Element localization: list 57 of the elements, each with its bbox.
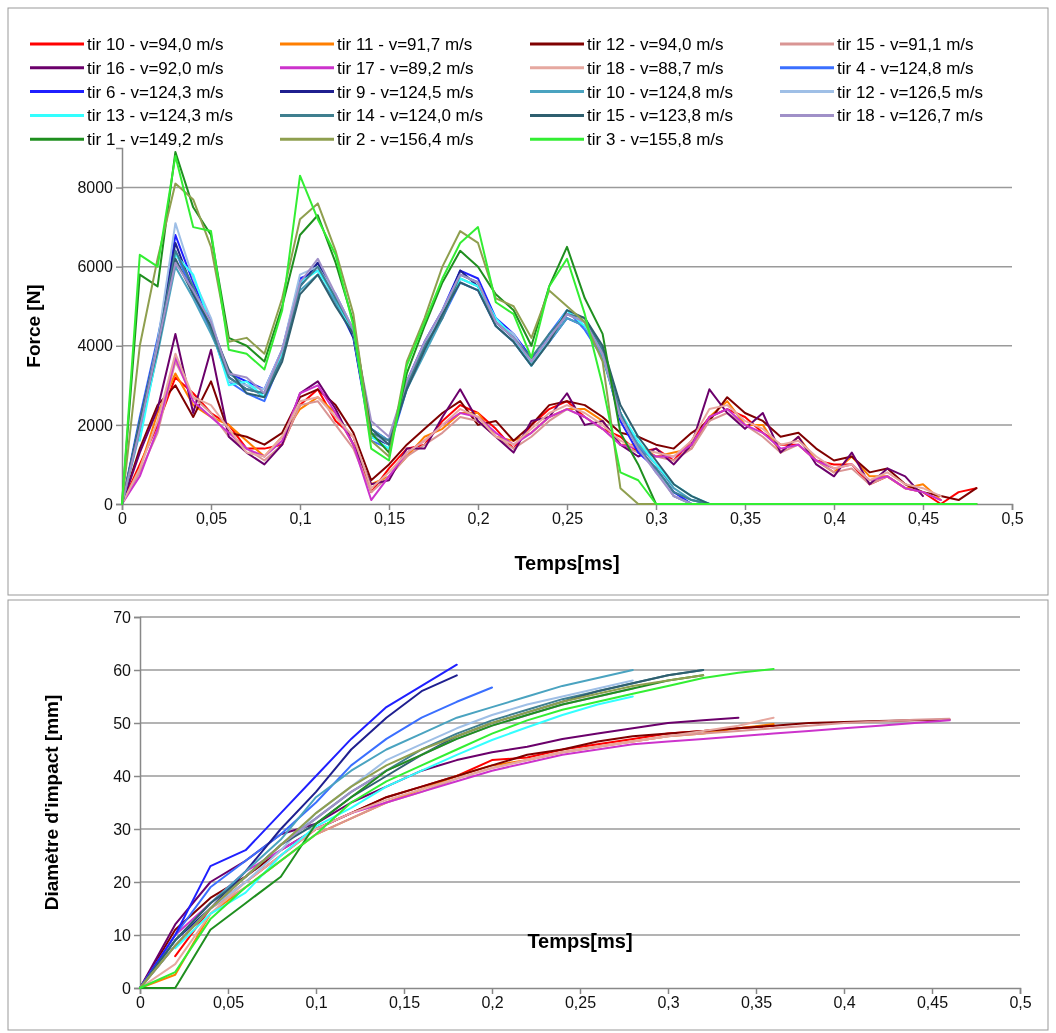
x-tick-label: 0,45 [907, 510, 940, 528]
x-tick-label: 0,35 [729, 510, 762, 528]
y-tick-label: 2000 [77, 416, 114, 434]
x-tick-label: 0,1 [305, 994, 328, 1012]
x-tick-label: 0,5 [1009, 994, 1032, 1012]
y-tick-label: 70 [113, 608, 132, 626]
y-tick-label: 0 [122, 979, 132, 997]
x-tick-label: 0,3 [657, 994, 680, 1012]
x-tick-label: 0,05 [195, 510, 228, 528]
legend-label: tir 9 - v=124,5 m/s [337, 82, 474, 102]
legend-label: tir 4 - v=124,8 m/s [837, 58, 974, 78]
x-tick-label: 0,3 [645, 510, 668, 528]
x-tick-label: 0,25 [564, 994, 597, 1012]
x-tick-label: 0,4 [823, 510, 846, 528]
legend-label: tir 10 - v=94,0 m/s [87, 35, 224, 54]
legend-label: tir 16 - v=92,0 m/s [87, 58, 224, 78]
y-tick-label: 0 [104, 495, 114, 513]
y-tick-label: 10 [113, 926, 132, 944]
legend-label: tir 6 - v=124,3 m/s [87, 82, 224, 102]
legend-label: tir 1 - v=149,2 m/s [87, 130, 224, 150]
legend-label: tir 12 - v=126,5 m/s [837, 82, 983, 102]
legend-label: tir 18 - v=88,7 m/s [587, 58, 724, 78]
x-tick-label: 0,25 [551, 510, 584, 528]
x-tick-label: 0 [136, 994, 146, 1012]
y-tick-label: 8000 [77, 179, 114, 197]
y-tick-label: 60 [113, 661, 132, 679]
legend-label: tir 3 - v=155,8 m/s [587, 130, 724, 150]
x-tick-label: 0,4 [833, 994, 856, 1012]
x-tick-label: 0,2 [467, 510, 490, 528]
x-tick-label: 0,2 [481, 994, 504, 1012]
legend-label: tir 15 - v=123,8 m/s [587, 106, 733, 126]
legend-label: tir 11 - v=91,7 m/s [337, 35, 473, 54]
x-tick-label: 0,45 [916, 994, 949, 1012]
legend-label: tir 18 - v=126,7 m/s [837, 106, 983, 126]
y-tick-label: 20 [113, 873, 132, 891]
x-tick-label: 0,15 [373, 510, 406, 528]
y-tick-label: 4000 [77, 337, 114, 355]
legend-label: tir 10 - v=124,8 m/s [587, 82, 733, 102]
x-tick-label: 0,5 [1001, 510, 1024, 528]
legend-label: tir 12 - v=94,0 m/s [587, 35, 724, 54]
y-axis-title: Force [N] [23, 284, 44, 368]
legend-label: tir 14 - v=124,0 m/s [337, 106, 483, 126]
x-tick-label: 0,35 [740, 994, 773, 1012]
x-tick-label: 0,05 [212, 994, 245, 1012]
x-tick-label: 0,15 [388, 994, 421, 1012]
y-tick-label: 40 [113, 767, 132, 785]
y-tick-label: 30 [113, 820, 132, 838]
y-tick-label: 50 [113, 714, 132, 732]
x-axis-title: Temps[ms] [527, 930, 633, 952]
legend-label: tir 2 - v=156,4 m/s [337, 130, 474, 150]
y-tick-label: 6000 [77, 258, 114, 276]
legend-label: tir 17 - v=89,2 m/s [337, 58, 474, 78]
legend-label: tir 15 - v=91,1 m/s [837, 35, 974, 54]
y-axis-title: Diamètre d'impact [mm] [41, 694, 62, 911]
x-tick-label: 0,1 [289, 510, 312, 528]
x-axis-title: Temps[ms] [514, 552, 620, 574]
legend-label: tir 13 - v=124,3 m/s [87, 106, 233, 126]
